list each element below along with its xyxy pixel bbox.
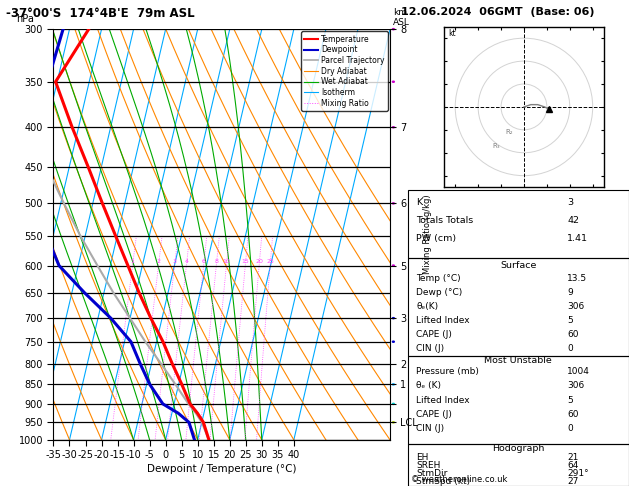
Text: 25: 25 [266,259,274,263]
Text: 12.06.2024  06GMT  (Base: 06): 12.06.2024 06GMT (Base: 06) [401,7,595,17]
Bar [408,190,629,258]
Text: 2: 2 [157,259,160,263]
Text: 3: 3 [567,198,573,208]
Text: θₑ (K): θₑ (K) [416,382,442,390]
Text: Totals Totals: Totals Totals [416,216,474,225]
Text: CAPE (J): CAPE (J) [416,410,452,419]
Text: Lifted Index: Lifted Index [416,316,470,325]
Text: 60: 60 [567,410,579,419]
Text: 1.41: 1.41 [567,234,588,243]
Text: 9: 9 [567,288,573,297]
Text: -37°00'S  174°4B'E  79m ASL: -37°00'S 174°4B'E 79m ASL [6,7,195,20]
Text: 13.5: 13.5 [567,274,587,283]
Text: Dewp (°C): Dewp (°C) [416,288,463,297]
Text: 1004: 1004 [567,367,590,376]
Text: 5: 5 [567,316,573,325]
Text: 306: 306 [567,302,584,311]
Text: 0: 0 [567,344,573,353]
Text: PW (cm): PW (cm) [416,234,457,243]
Text: StmDir: StmDir [416,469,448,478]
Text: CAPE (J): CAPE (J) [416,330,452,339]
Text: 21: 21 [567,453,579,462]
Text: CIN (J): CIN (J) [416,424,445,433]
Text: 10: 10 [223,259,230,263]
Text: 15: 15 [242,259,249,263]
Text: R₃: R₃ [492,143,499,149]
Text: 306: 306 [567,382,584,390]
Text: 6: 6 [202,259,206,263]
Bar [408,356,629,445]
Text: 5: 5 [567,396,573,404]
Bar [408,258,629,356]
Text: Surface: Surface [500,260,537,270]
Text: θₑ(K): θₑ(K) [416,302,438,311]
Text: Most Unstable: Most Unstable [484,355,552,364]
Text: 4: 4 [184,259,188,263]
Text: EH: EH [416,453,429,462]
Text: CIN (J): CIN (J) [416,344,445,353]
Text: StmSpd (kt): StmSpd (kt) [416,477,470,486]
Text: 60: 60 [567,330,579,339]
Text: Lifted Index: Lifted Index [416,396,470,404]
Bar [408,445,629,486]
Text: K: K [416,198,423,208]
Text: © weatheronline.co.uk: © weatheronline.co.uk [411,474,507,484]
Text: 8: 8 [214,259,218,263]
Text: 1: 1 [131,259,135,263]
Text: 42: 42 [567,216,579,225]
Text: Temp (°C): Temp (°C) [416,274,461,283]
Text: Mixing Ratio (g/kg): Mixing Ratio (g/kg) [423,195,432,274]
Text: 0: 0 [567,424,573,433]
Text: R₂: R₂ [506,129,513,136]
Legend: Temperature, Dewpoint, Parcel Trajectory, Dry Adiabat, Wet Adiabat, Isotherm, Mi: Temperature, Dewpoint, Parcel Trajectory… [301,32,387,111]
Text: Pressure (mb): Pressure (mb) [416,367,479,376]
Text: 291°: 291° [567,469,589,478]
Text: 27: 27 [567,477,579,486]
Text: km
ASL: km ASL [393,8,410,27]
Text: 20: 20 [255,259,263,263]
Text: hPa: hPa [16,14,33,24]
Text: Hodograph: Hodograph [492,444,545,453]
Text: kt: kt [448,29,456,38]
Text: 3: 3 [172,259,177,263]
X-axis label: Dewpoint / Temperature (°C): Dewpoint / Temperature (°C) [147,465,296,474]
Text: SREH: SREH [416,461,441,470]
Text: 64: 64 [567,461,579,470]
